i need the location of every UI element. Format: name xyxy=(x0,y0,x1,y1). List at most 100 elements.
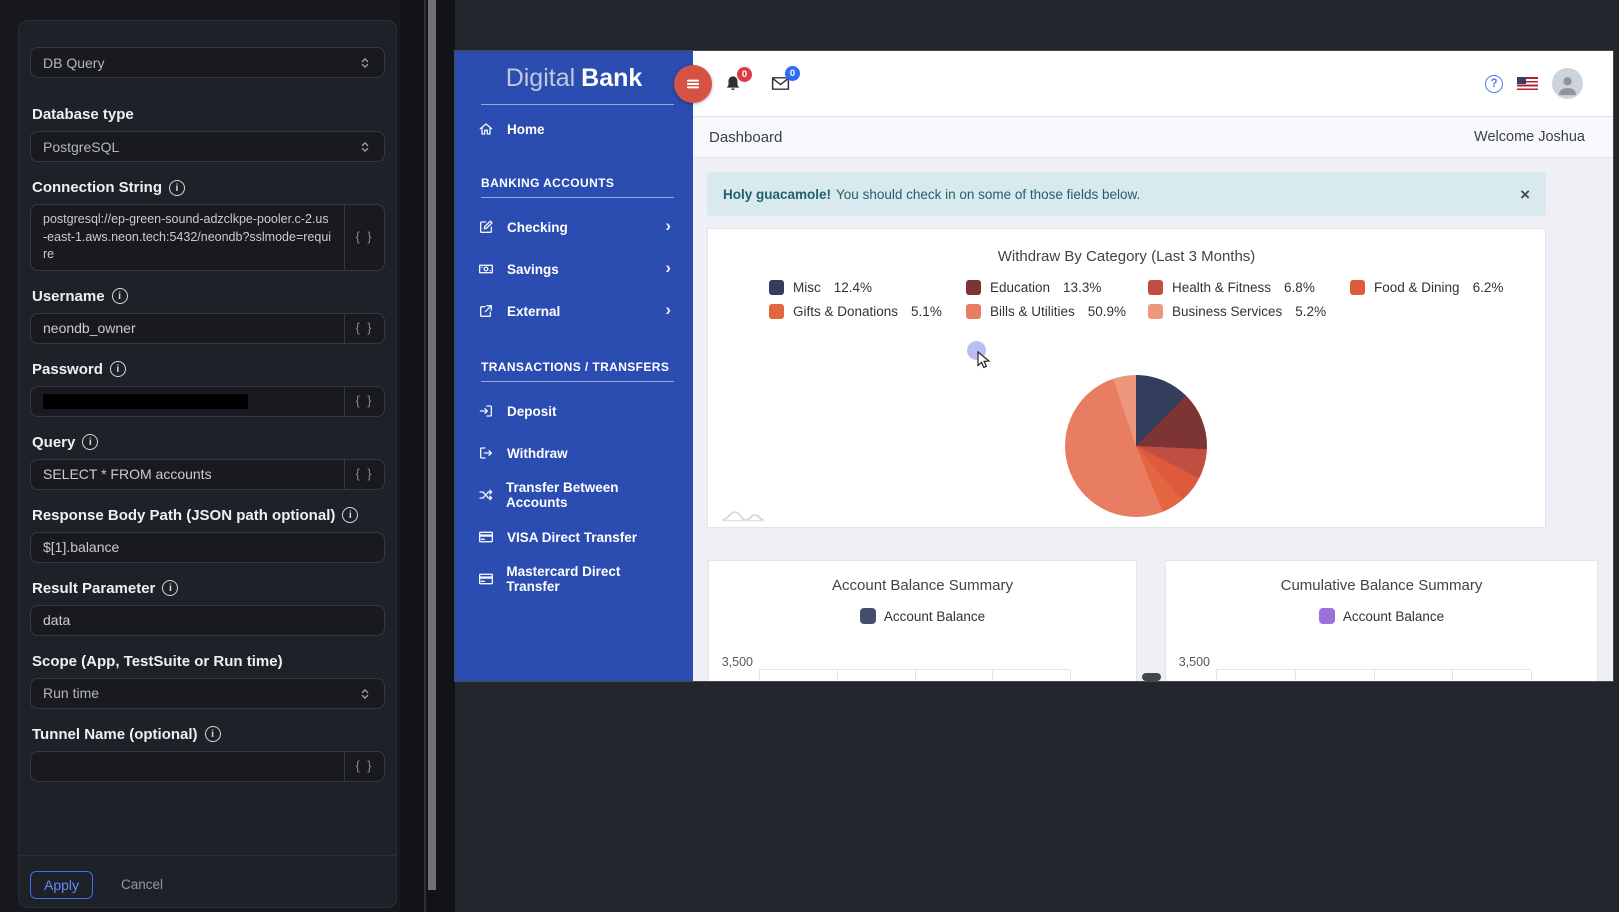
legend-swatch xyxy=(1148,304,1163,319)
legend-item-misc[interactable]: Misc 12.4% xyxy=(769,280,966,295)
sidebar-item-external[interactable]: External › xyxy=(455,290,693,332)
info-alert: Holy guacamole! You should check in on s… xyxy=(707,172,1546,216)
close-icon[interactable]: × xyxy=(1520,184,1530,204)
info-icon[interactable]: i xyxy=(162,580,179,596)
legend-item-education[interactable]: Education 13.3% xyxy=(966,280,1148,295)
tunnel-name-input[interactable] xyxy=(43,758,332,774)
sidebar-item-mastercard-direct-transfer[interactable]: Mastercard Direct Transfer xyxy=(455,558,693,600)
messages-button[interactable]: 0 xyxy=(770,66,800,94)
grid-tick xyxy=(1531,670,1532,681)
sidebar-item-home[interactable]: Home xyxy=(455,110,693,148)
pie-chart[interactable] xyxy=(1065,375,1207,517)
response-body-path-input[interactable] xyxy=(43,539,372,555)
y-axis-tick: 3,500 xyxy=(721,655,753,669)
y-axis-tick: 3,500 xyxy=(1178,655,1210,669)
dashboard-content: Holy guacamole! You should check in on s… xyxy=(693,158,1613,681)
legend-item-food-dining[interactable]: Food & Dining 6.2% xyxy=(1350,280,1545,295)
scrollbar-track xyxy=(424,0,426,912)
chevron-right-icon: › xyxy=(665,299,671,319)
divider xyxy=(481,197,674,198)
cancel-button[interactable]: Cancel xyxy=(115,876,169,893)
tunnel-name-label: Tunnel Name (optional) i xyxy=(32,726,383,743)
legend-label: Gifts & Donations xyxy=(793,304,899,319)
legend-label: Education xyxy=(990,280,1051,295)
external-link-icon xyxy=(478,303,495,319)
app-sidebar: Digital Bank Home BANKING ACCOUNTS Checkin… xyxy=(455,51,693,681)
chart-title: Withdraw By Category (Last 3 Months) xyxy=(997,248,1256,265)
legend-label: Account Balance xyxy=(883,608,986,624)
us-flag-icon[interactable] xyxy=(1517,77,1538,90)
sidebar-sections: BANKING ACCOUNTS Checking › Savings › Externa… xyxy=(455,176,693,600)
password-input[interactable]: { } xyxy=(30,385,385,417)
legend-item-business-services[interactable]: Business Services 5.2% xyxy=(1148,304,1350,319)
sidebar-item-label: External xyxy=(507,303,561,319)
sidebar-item-savings[interactable]: Savings › xyxy=(455,248,693,290)
sidebar-item-label: Withdraw xyxy=(507,445,568,461)
result-parameter-input[interactable] xyxy=(43,612,372,628)
info-icon[interactable]: i xyxy=(82,434,99,450)
result-parameter-label: Result Parameter i xyxy=(32,580,383,597)
sidebar-item-label: VISA Direct Transfer xyxy=(507,529,638,545)
sidebar-item-withdraw[interactable]: Withdraw xyxy=(455,432,693,474)
insert-variable-button[interactable]: { } xyxy=(344,205,384,270)
form-footer: Apply Cancel xyxy=(19,855,396,907)
help-icon[interactable]: ? xyxy=(1485,74,1503,93)
notifications-button[interactable]: 0 xyxy=(723,66,752,94)
sidebar-item-transfer-between-accounts[interactable]: Transfer Between Accounts xyxy=(455,474,693,516)
scope-select[interactable]: Run time xyxy=(30,677,385,709)
database-type-select[interactable]: PostgreSQL xyxy=(30,131,385,162)
database-type-label: Database type xyxy=(32,106,134,123)
database-type-value: PostgreSQL xyxy=(43,138,120,155)
avatar[interactable] xyxy=(1552,68,1583,99)
info-icon[interactable]: i xyxy=(109,361,126,377)
legend-swatch xyxy=(769,304,784,319)
sidebar-item-deposit[interactable]: Deposit xyxy=(455,390,693,432)
horizontal-scrollbar-thumb[interactable] xyxy=(1142,673,1161,681)
username-input[interactable] xyxy=(43,320,332,336)
insert-variable-button[interactable]: { } xyxy=(344,386,384,416)
sidebar-item-label: Transfer Between Accounts xyxy=(506,480,619,510)
sidebar-toggle-button[interactable] xyxy=(674,65,712,103)
divider xyxy=(481,104,674,105)
person-icon xyxy=(1554,72,1581,99)
scope-label: Scope (App, TestSuite or Run time) xyxy=(32,652,283,670)
connection-string-field[interactable]: postgresql://ep-green-sound-adzclkpe-poo… xyxy=(30,204,385,271)
legend-value: 50.9% xyxy=(1087,304,1127,319)
chart-legend-item[interactable]: Account Balance xyxy=(1166,608,1597,624)
chevron-right-icon: › xyxy=(665,215,671,235)
action-type-select[interactable]: DB Query xyxy=(30,47,385,78)
brand-logo[interactable]: Digital Bank xyxy=(455,51,693,93)
grid-tick xyxy=(914,670,916,681)
grid-tick xyxy=(1216,670,1217,681)
query-input[interactable] xyxy=(43,466,332,482)
insert-variable-button[interactable]: { } xyxy=(344,313,384,343)
panel-scrollbar-thumb[interactable] xyxy=(428,0,436,890)
info-icon[interactable]: i xyxy=(169,179,185,196)
legend-item-bills-utilities[interactable]: Bills & Utilities 50.9% xyxy=(966,304,1148,319)
withdraw-by-category-card: Withdraw By Category (Last 3 Months) Mis… xyxy=(707,228,1546,528)
legend-label: Business Services xyxy=(1172,304,1283,319)
info-icon[interactable]: i xyxy=(342,507,359,523)
alert-lead: Holy guacamole! xyxy=(723,186,832,202)
legend-swatch xyxy=(1318,608,1335,624)
welcome-text: Welcome Joshua xyxy=(1474,129,1585,145)
sidebar-item-checking[interactable]: Checking › xyxy=(455,206,693,248)
legend-item-health-fitness[interactable]: Health & Fitness 6.8% xyxy=(1148,280,1350,295)
sidebar-item-label: Checking xyxy=(507,219,568,235)
messages-badge: 0 xyxy=(785,66,800,81)
legend-item-gifts-donations[interactable]: Gifts & Donations 5.1% xyxy=(769,304,966,319)
chart-legend-item[interactable]: Account Balance xyxy=(709,608,1136,624)
sidebar-item-visa-direct-transfer[interactable]: VISA Direct Transfer xyxy=(455,516,693,558)
info-icon[interactable]: i xyxy=(204,726,221,742)
notifications-badge: 0 xyxy=(737,66,752,82)
brand-word2: Bank xyxy=(581,64,643,92)
chart-title: Account Balance Summary xyxy=(832,577,1013,594)
insert-variable-button[interactable]: { } xyxy=(344,459,384,489)
credit-card-icon xyxy=(478,529,495,545)
legend-swatch xyxy=(966,280,981,295)
legend-value: 12.4% xyxy=(833,280,873,295)
insert-variable-button[interactable]: { } xyxy=(344,751,384,781)
info-icon[interactable]: i xyxy=(111,288,128,304)
legend-value: 5.1% xyxy=(911,304,942,319)
apply-button[interactable]: Apply xyxy=(30,870,94,899)
